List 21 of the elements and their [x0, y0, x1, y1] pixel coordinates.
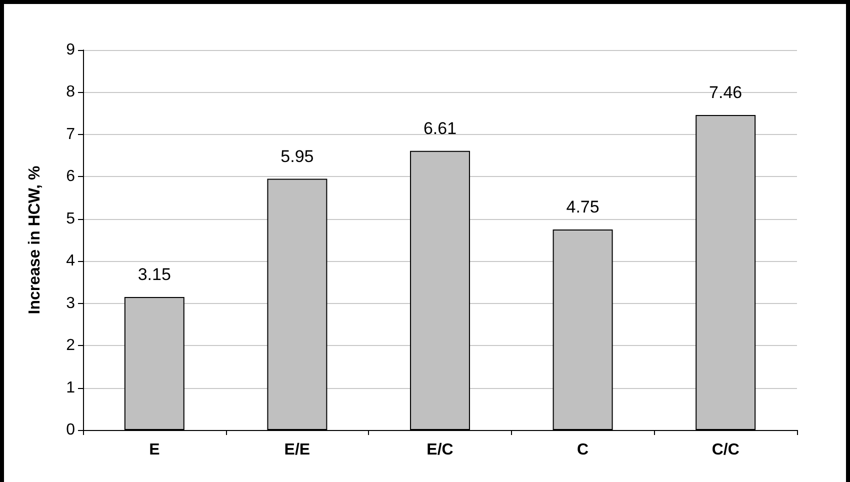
y-tick-label: 7 [66, 126, 76, 143]
y-tick-label: 0 [66, 422, 76, 438]
y-tick-label: 9 [66, 42, 76, 58]
x-tick-label: E/C [426, 442, 454, 458]
y-tick-label: 8 [66, 84, 76, 101]
data-label: 3.15 [138, 265, 171, 284]
y-axis-title: Increase in HCW, % [26, 166, 44, 314]
y-tick-label: 6 [66, 168, 76, 186]
x-tick-label: C [577, 442, 590, 458]
y-tick-label: 3 [66, 294, 76, 312]
x-tick-label: E [149, 442, 160, 458]
data-label: 7.46 [709, 83, 742, 102]
y-tick-label: 1 [66, 379, 76, 396]
x-tick-label: E/E [284, 442, 310, 458]
y-tick-label: 4 [66, 252, 76, 270]
x-tick-label: C/C [712, 442, 740, 458]
y-tick-label: 5 [66, 210, 76, 228]
data-label: 4.75 [566, 197, 600, 216]
data-label: 6.61 [423, 118, 457, 138]
y-tick-label: 2 [66, 337, 76, 354]
data-label: 5.95 [280, 146, 314, 166]
